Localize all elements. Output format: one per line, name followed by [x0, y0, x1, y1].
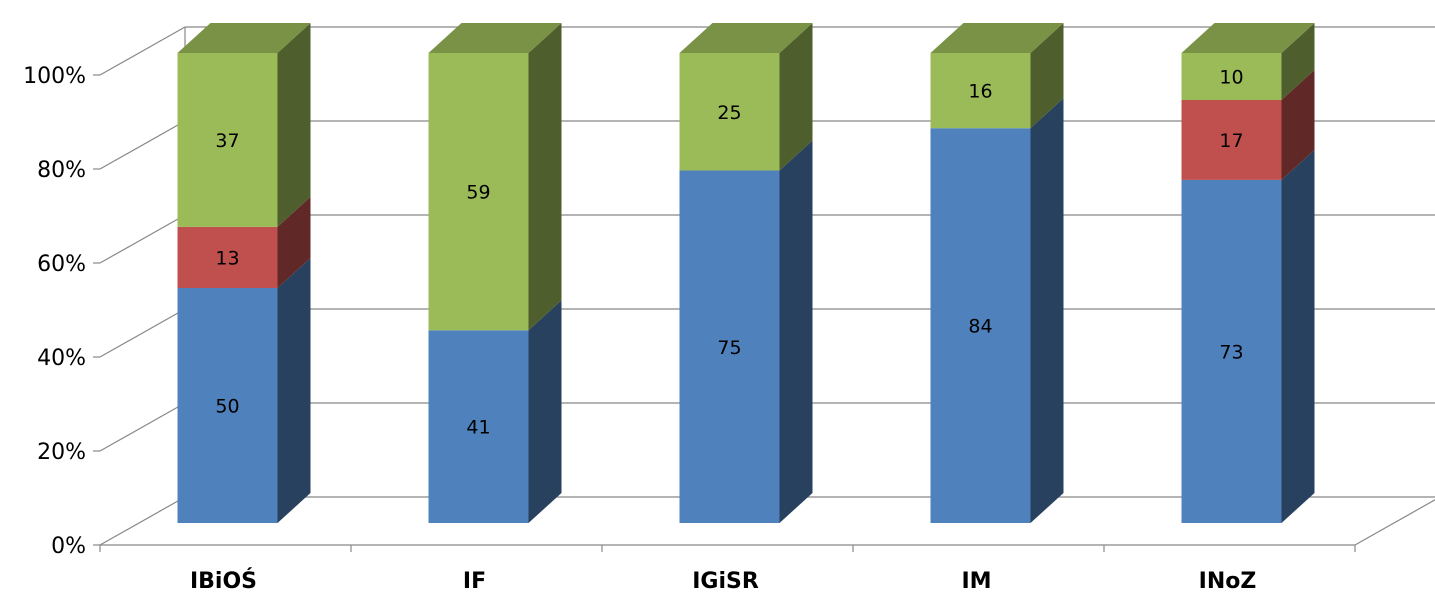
bar-side-face [1030, 98, 1064, 523]
data-label: 17 [1219, 130, 1243, 152]
bar-front-face [177, 288, 278, 523]
x-category-label: INoZ [1199, 569, 1257, 594]
bar-front-face [679, 53, 780, 171]
bar-top-face [428, 23, 562, 53]
bar-layer [177, 23, 1315, 523]
bar-side-face [277, 258, 311, 523]
data-label: 16 [968, 81, 992, 103]
bar-segment [1181, 70, 1315, 180]
side-gridline [99, 26, 186, 76]
bar-top-face [679, 23, 813, 53]
bar-segment [1181, 149, 1315, 523]
bar-top-face [177, 23, 311, 53]
y-tick-label: 80% [37, 158, 86, 183]
data-label: 73 [1219, 341, 1243, 363]
y-tick-label: 60% [37, 252, 86, 277]
bar-segment [428, 300, 562, 523]
bar-segment [930, 23, 1064, 129]
bar-side-face [1281, 149, 1315, 523]
x-category-label: IBiOŚ [190, 568, 257, 594]
x-category-label: IM [961, 569, 991, 594]
label-layer: 0% 20% 40% 60% 80% 100% 50 13 37 IBiOŚ 41 59 IF 75 25 I… [23, 64, 1256, 594]
data-label: 25 [717, 102, 741, 124]
bar-side-face [1281, 70, 1315, 180]
bar-front-face [428, 53, 529, 331]
side-gridline [99, 214, 186, 264]
bar-side-face [779, 23, 813, 171]
bar-top-face [1181, 23, 1315, 53]
bar-segment [428, 23, 562, 331]
bar-front-face [930, 128, 1031, 523]
x-category-label: IGiSR [692, 569, 759, 594]
bar-side-face [1281, 23, 1315, 100]
bar-segment [177, 23, 311, 227]
bar-segment [930, 98, 1064, 523]
bar-segment [679, 140, 813, 523]
bar-top-face [930, 23, 1064, 53]
y-tick-label: 0% [51, 534, 86, 559]
data-label: 13 [215, 247, 239, 269]
bar-front-face [679, 170, 780, 523]
side-gridline [99, 308, 186, 358]
bar-front-face [1181, 179, 1282, 523]
bar-front-face [1181, 100, 1282, 180]
bar-segment [177, 258, 311, 523]
floor-right-edge [1354, 499, 1435, 546]
side-gridline [99, 402, 186, 452]
bar-segment [1181, 23, 1315, 100]
bar-segment [679, 23, 813, 171]
bar-side-face [528, 23, 562, 331]
side-gridline [99, 496, 186, 546]
data-label: 59 [466, 182, 490, 204]
data-label: 37 [215, 130, 239, 152]
bar-segment [177, 196, 311, 288]
data-label: 41 [466, 417, 490, 439]
bar-front-face [177, 226, 278, 288]
bar-side-face [1030, 23, 1064, 129]
bar-front-face [428, 330, 529, 523]
bar-front-face [1181, 53, 1282, 100]
data-label: 50 [215, 396, 239, 418]
bar-side-face [277, 23, 311, 227]
bar-side-face [779, 140, 813, 523]
bar-front-face [177, 53, 278, 227]
bar-front-face [930, 53, 1031, 129]
y-tick-label: 100% [23, 64, 86, 89]
data-label: 75 [717, 337, 741, 359]
y-tick-label: 40% [37, 346, 86, 371]
data-label: 84 [968, 316, 992, 338]
data-label: 10 [1219, 67, 1243, 89]
y-tick-label: 20% [37, 440, 86, 465]
bar-side-face [277, 196, 311, 288]
x-category-label: IF [463, 569, 486, 594]
side-gridline [99, 120, 186, 170]
bar-side-face [528, 300, 562, 523]
axis-layer [93, 74, 1435, 552]
